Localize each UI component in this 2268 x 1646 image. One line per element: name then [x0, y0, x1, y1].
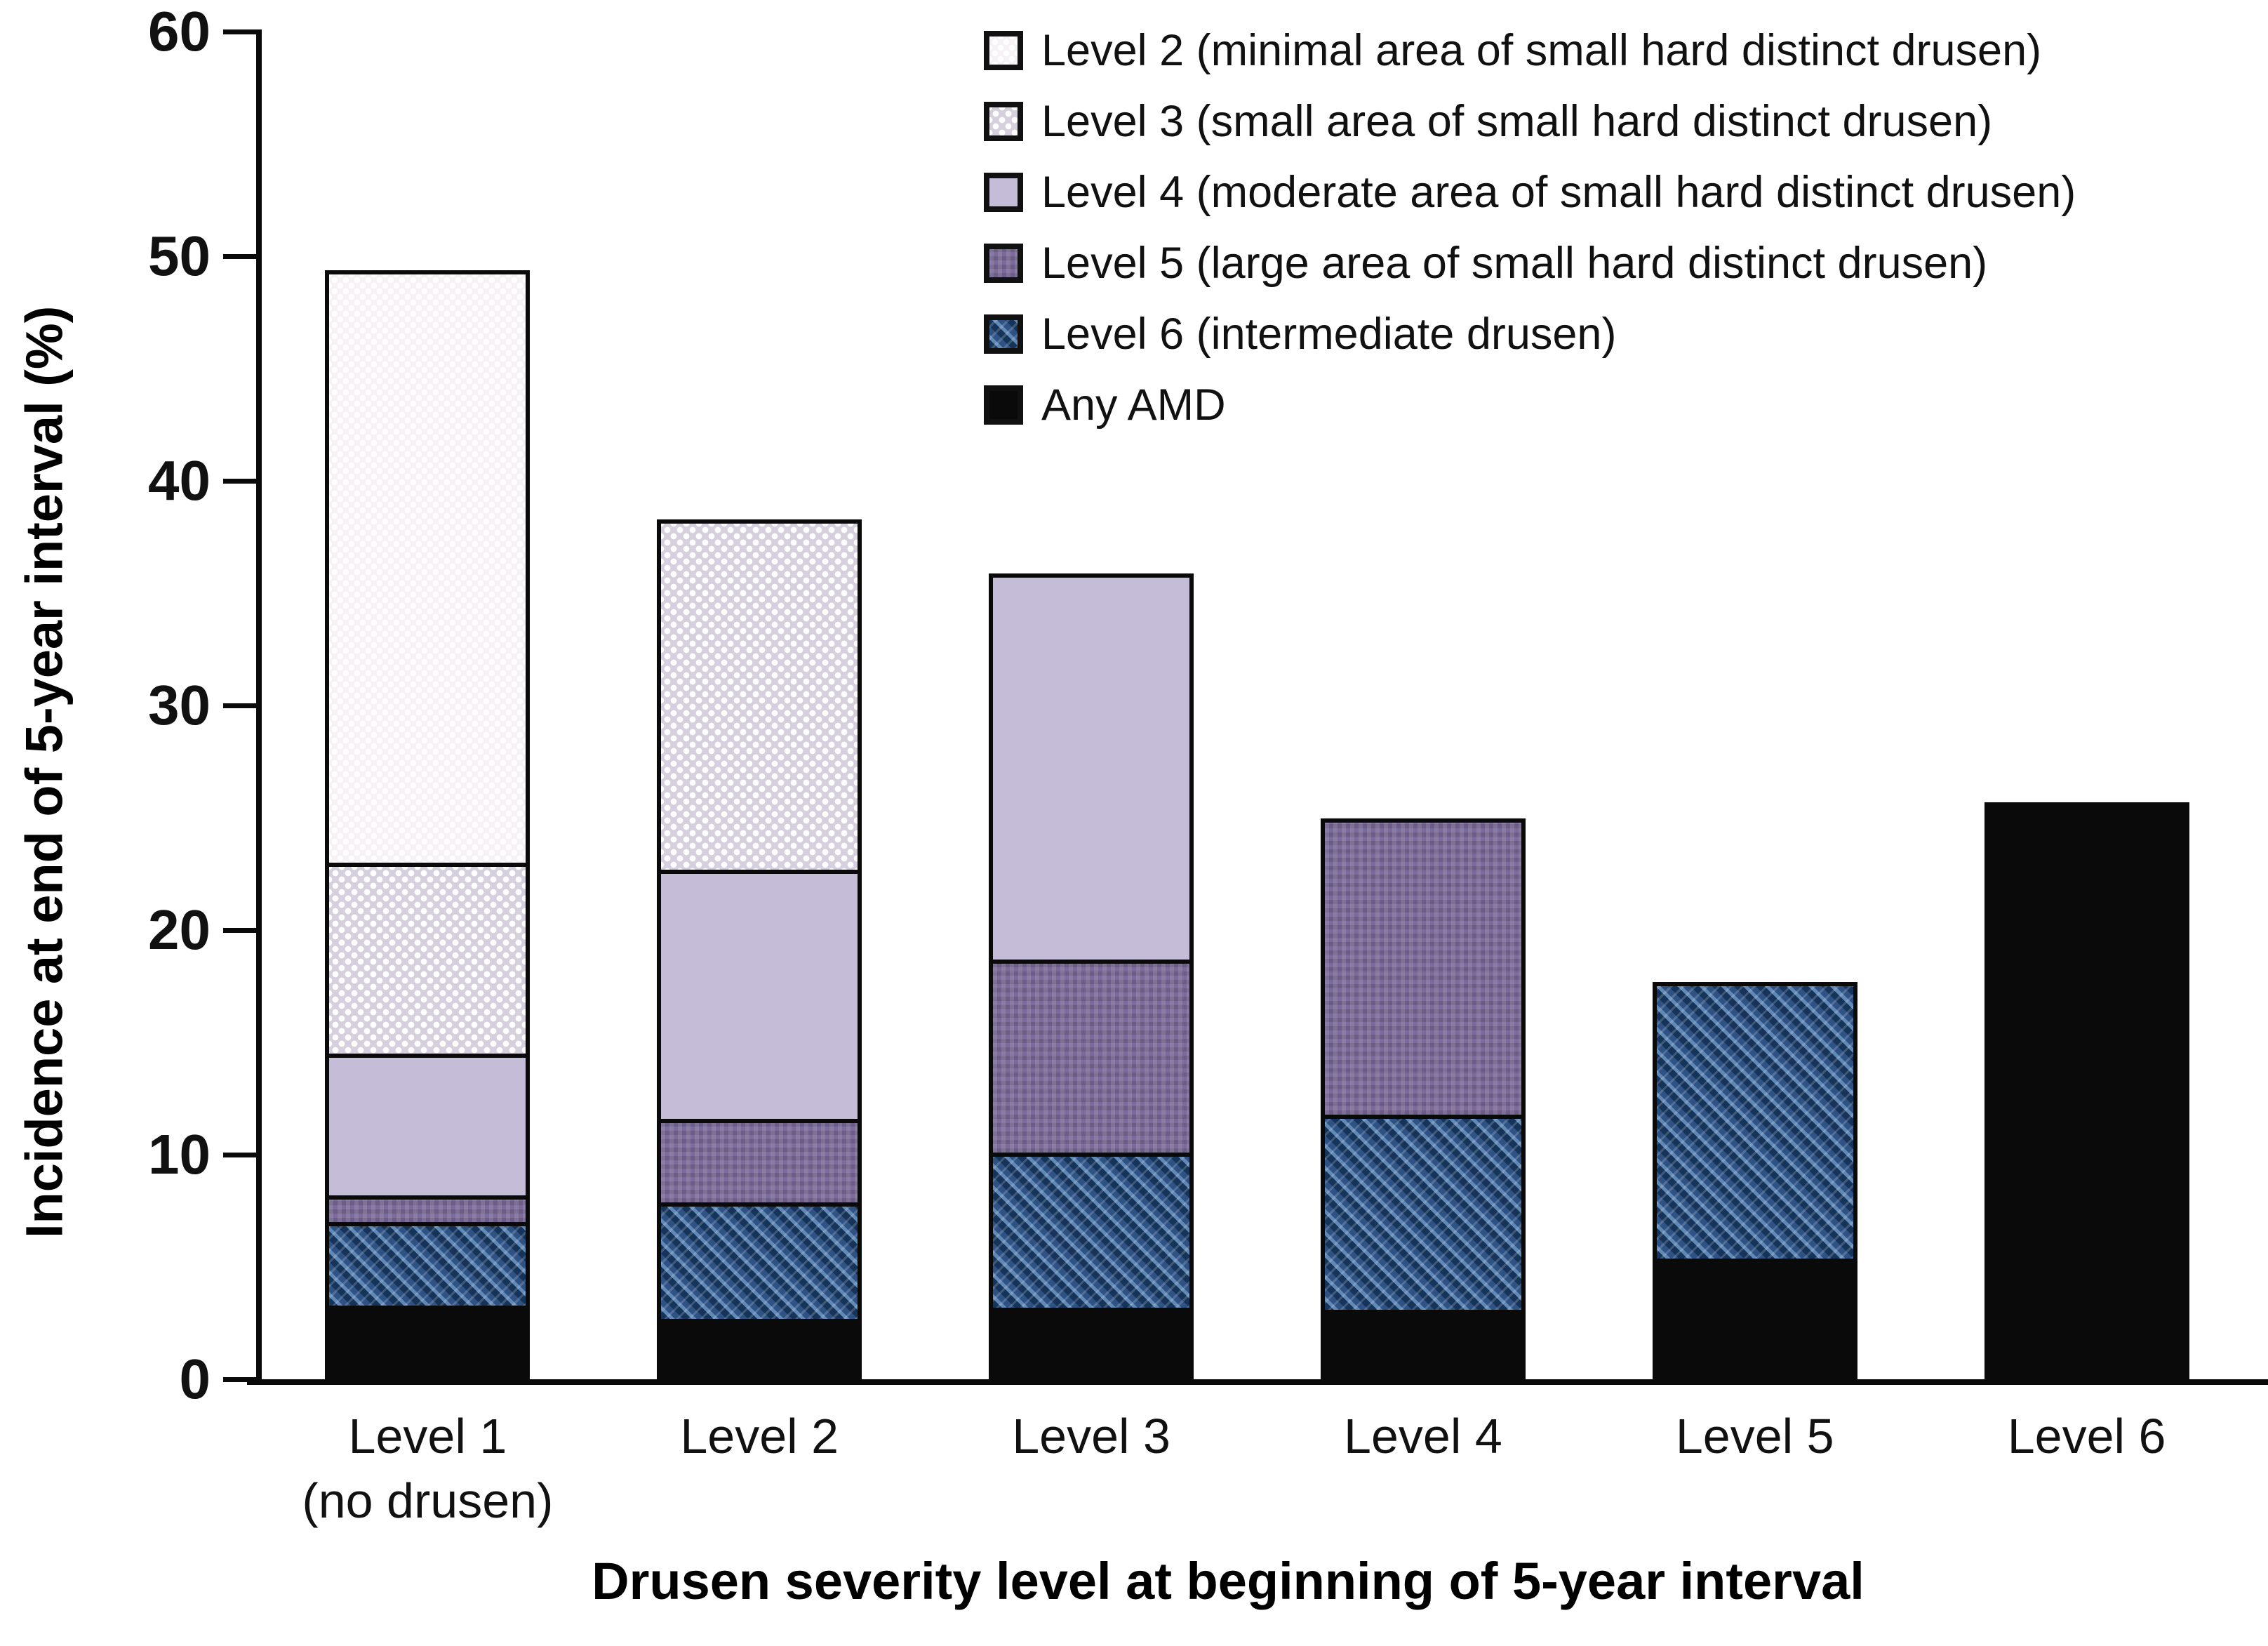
legend-row: Level 6 (intermediate drusen) — [984, 309, 2076, 359]
x-category-label: Level 3 — [1012, 1409, 1170, 1464]
segment-solid-black — [661, 1318, 858, 1375]
legend-swatch-lavender-dot-icon — [984, 102, 1023, 141]
y-tick-mark — [223, 29, 256, 34]
x-category-label: Level 5 — [1675, 1409, 1834, 1464]
segment-blue-diagonal-hatch — [993, 1153, 1190, 1308]
segment-blue-diagonal-hatch — [329, 1222, 526, 1306]
y-tick-mark — [223, 928, 256, 933]
legend-row: Level 5 (large area of small hard distin… — [984, 238, 2076, 288]
x-category-sublabel: (no drusen) — [302, 1473, 554, 1528]
segment-lavender-dot — [661, 524, 858, 870]
bar-level-2 — [657, 519, 862, 1379]
y-axis-line — [256, 29, 262, 1384]
y-tick-mark — [223, 254, 256, 259]
y-tick-label: 0 — [179, 1348, 211, 1410]
segment-blue-diagonal-hatch — [1656, 986, 1853, 1259]
segment-solid-black — [329, 1305, 526, 1375]
bar-level-4 — [1320, 818, 1526, 1379]
legend-swatch-white-dot-icon — [984, 31, 1023, 70]
y-tick-label: 20 — [148, 898, 211, 961]
y-tick-mark — [223, 703, 256, 708]
segment-solid-black — [1324, 1310, 1521, 1375]
segment-solid-light-purple — [661, 870, 858, 1120]
legend-label: Any AMD — [1041, 380, 1226, 430]
legend: Level 2 (minimal area of small hard dist… — [984, 25, 2076, 430]
legend-label: Level 5 (large area of small hard distin… — [1041, 239, 1988, 288]
bar-level-6 — [1984, 802, 2189, 1379]
y-axis-title: Incidence at end of 5-year interval (%) — [15, 305, 74, 1239]
y-tick-label: 50 — [148, 225, 211, 287]
x-axis-line — [247, 1379, 2268, 1385]
segment-solid-light-purple — [993, 578, 1190, 960]
y-tick-label: 10 — [148, 1123, 211, 1186]
y-tick-label: 30 — [148, 674, 211, 736]
segment-white-dot — [329, 274, 526, 863]
legend-row: Any AMD — [984, 380, 2076, 430]
legend-swatch-purple-check-icon — [984, 244, 1023, 283]
segment-lavender-dot — [329, 863, 526, 1054]
segment-solid-black — [1988, 807, 2185, 1375]
x-category-label: Level 2 — [680, 1409, 839, 1464]
legend-label: Level 3 (small area of small hard distin… — [1041, 97, 1993, 146]
legend-label: Level 4 (moderate area of small hard dis… — [1041, 168, 2076, 217]
x-axis-title: Drusen severity level at beginning of 5-… — [592, 1552, 1865, 1610]
legend-swatch-blue-diagonal-hatch-icon — [984, 314, 1023, 354]
legend-label: Level 6 (intermediate drusen) — [1041, 310, 1617, 359]
y-tick-mark — [223, 479, 256, 484]
segment-blue-diagonal-hatch — [1324, 1114, 1521, 1310]
y-tick-mark — [223, 1153, 256, 1157]
legend-label: Level 2 (minimal area of small hard dist… — [1041, 26, 2042, 75]
bar-level-5 — [1652, 982, 1857, 1379]
segment-purple-check — [661, 1119, 858, 1202]
segment-blue-diagonal-hatch — [661, 1202, 858, 1319]
segment-solid-light-purple — [329, 1054, 526, 1195]
segment-solid-black — [1656, 1258, 1853, 1375]
legend-row: Level 3 (small area of small hard distin… — [984, 96, 2076, 147]
bar-level-3 — [989, 573, 1194, 1379]
segment-purple-check — [1324, 822, 1521, 1115]
y-tick-label: 60 — [148, 0, 211, 62]
x-category-label: Level 1 (no drusen) — [266, 1404, 589, 1533]
segment-purple-check — [329, 1195, 526, 1223]
y-tick-label: 40 — [148, 449, 211, 512]
segment-solid-black — [993, 1307, 1190, 1375]
segment-purple-check — [993, 960, 1190, 1153]
legend-row: Level 4 (moderate area of small hard dis… — [984, 167, 2076, 218]
bar-level-1 — [325, 270, 531, 1379]
legend-row: Level 2 (minimal area of small hard dist… — [984, 25, 2076, 76]
x-category-label: Level 6 — [2007, 1409, 2166, 1464]
y-tick-mark — [223, 1377, 256, 1382]
legend-swatch-solid-light-purple-icon — [984, 173, 1023, 212]
x-category-label: Level 4 — [1344, 1409, 1502, 1464]
legend-swatch-solid-black-icon — [984, 385, 1023, 425]
